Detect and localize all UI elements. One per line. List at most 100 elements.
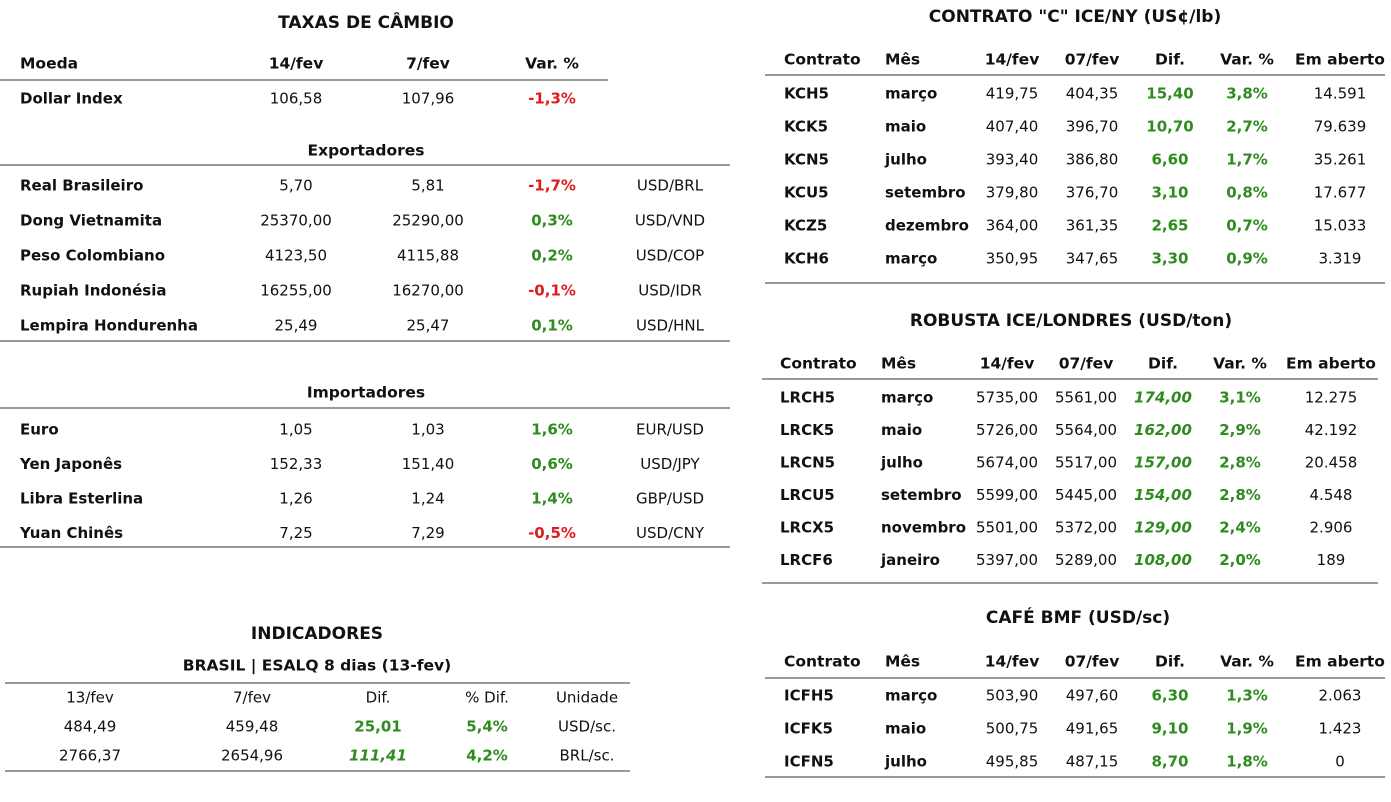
table-cell: 396,70 bbox=[1066, 118, 1119, 136]
table-cell: 2,4% bbox=[1219, 519, 1261, 537]
table-cell: 3.319 bbox=[1319, 250, 1362, 268]
table-cell: 0,2% bbox=[531, 247, 573, 265]
table-cell: 3,10 bbox=[1151, 184, 1188, 202]
table-header: Var. % bbox=[1213, 355, 1267, 373]
table-header: 7/fev bbox=[233, 689, 271, 707]
table-cell: 107,96 bbox=[402, 90, 455, 108]
group-title: Exportadores bbox=[308, 142, 425, 160]
table-cell: USD/CNY bbox=[636, 524, 705, 542]
table-header: Mês bbox=[885, 653, 920, 671]
table-cell: 35.261 bbox=[1314, 151, 1367, 169]
table-cell: 495,85 bbox=[986, 753, 1039, 771]
table-cell: março bbox=[885, 85, 937, 103]
table-cell: 111,41 bbox=[349, 747, 407, 765]
table-cell: 1,05 bbox=[279, 421, 312, 439]
table-cell: 17.677 bbox=[1314, 184, 1367, 202]
table-cell: 2,0% bbox=[1219, 551, 1261, 569]
table-cell: 347,65 bbox=[1066, 250, 1119, 268]
table-cell: 2.906 bbox=[1310, 519, 1353, 537]
table-cell: 361,35 bbox=[1066, 217, 1119, 235]
table-cell: maio bbox=[881, 421, 922, 439]
group-title: Importadores bbox=[307, 384, 425, 402]
table-cell: dezembro bbox=[885, 217, 969, 235]
table-cell: 106,58 bbox=[270, 90, 323, 108]
table-cell: -0,5% bbox=[528, 524, 576, 542]
table-cell: 2,9% bbox=[1219, 421, 1261, 439]
table-cell: 157,00 bbox=[1134, 454, 1192, 472]
table-header: Em aberto bbox=[1286, 355, 1376, 373]
table-cell: julho bbox=[880, 454, 923, 472]
table-cell: KCK5 bbox=[784, 118, 828, 136]
section-title: INDICADORES bbox=[251, 624, 383, 644]
table-cell: setembro bbox=[881, 486, 962, 504]
table-cell: Lempira Hondurenha bbox=[20, 317, 198, 335]
table-cell: 5445,00 bbox=[1055, 486, 1117, 504]
table-cell: 407,40 bbox=[986, 118, 1039, 136]
table-cell: 484,49 bbox=[64, 718, 117, 736]
table-cell: USD/IDR bbox=[638, 282, 702, 300]
table-cell: 379,80 bbox=[986, 184, 1039, 202]
table-cell: 1,24 bbox=[411, 490, 444, 508]
table-cell: 5397,00 bbox=[976, 551, 1038, 569]
table-cell: janeiro bbox=[880, 551, 940, 569]
table-cell: 79.639 bbox=[1314, 118, 1367, 136]
table-header: 07/fev bbox=[1065, 653, 1120, 671]
table-cell: 14.591 bbox=[1314, 85, 1367, 103]
table-header: 07/fev bbox=[1065, 51, 1120, 69]
table-header: 14/fev bbox=[980, 355, 1035, 373]
section-title: CONTRATO "C" ICE/NY (US¢/lb) bbox=[929, 7, 1221, 27]
table-cell: 16255,00 bbox=[260, 282, 332, 300]
table-cell: LRCK5 bbox=[780, 421, 834, 439]
table-cell: 6,30 bbox=[1151, 687, 1188, 705]
table-header: Unidade bbox=[556, 689, 618, 707]
table-cell: 2,8% bbox=[1219, 486, 1261, 504]
table-cell: 151,40 bbox=[402, 455, 455, 473]
table-cell: 162,00 bbox=[1134, 421, 1192, 439]
table-cell: 5726,00 bbox=[976, 421, 1038, 439]
section-title: TAXAS DE CÂMBIO bbox=[278, 11, 454, 33]
table-cell: 1,7% bbox=[1226, 151, 1268, 169]
table-cell: EUR/USD bbox=[636, 421, 704, 439]
table-cell: GBP/USD bbox=[636, 490, 704, 508]
table-cell: 20.458 bbox=[1305, 454, 1358, 472]
table-header: Dif. bbox=[1155, 653, 1185, 671]
table-cell: 25370,00 bbox=[260, 212, 332, 230]
table-cell: 5735,00 bbox=[976, 389, 1038, 407]
table-cell: 5561,00 bbox=[1055, 389, 1117, 407]
table-cell: 5674,00 bbox=[976, 454, 1038, 472]
table-cell: 15.033 bbox=[1314, 217, 1367, 235]
table-cell: 2,65 bbox=[1151, 217, 1188, 235]
table-header: Contrato bbox=[784, 653, 861, 671]
table-cell: 364,00 bbox=[986, 217, 1039, 235]
table-header: Contrato bbox=[784, 51, 861, 69]
table-cell: USD/HNL bbox=[636, 317, 705, 335]
table-cell: 4123,50 bbox=[265, 247, 327, 265]
table-cell: 2,7% bbox=[1226, 118, 1268, 136]
table-cell: BRL/sc. bbox=[560, 747, 615, 765]
table-header: Dif. bbox=[366, 689, 391, 707]
table-cell: KCZ5 bbox=[784, 217, 827, 235]
table-cell: USD/BRL bbox=[637, 177, 704, 195]
table-cell: 189 bbox=[1317, 551, 1346, 569]
table-cell: 1,3% bbox=[1226, 687, 1268, 705]
table-header: Dif. bbox=[1155, 51, 1185, 69]
table-cell: março bbox=[885, 687, 937, 705]
table-cell: 2.063 bbox=[1319, 687, 1362, 705]
table-header: 14/fev bbox=[985, 653, 1040, 671]
table-cell: 497,60 bbox=[1066, 687, 1119, 705]
table-cell: LRCN5 bbox=[780, 454, 835, 472]
table-cell: 7,29 bbox=[411, 524, 444, 542]
table-header: Var. % bbox=[1220, 51, 1274, 69]
table-cell: 4.548 bbox=[1310, 486, 1353, 504]
table-cell: ICFK5 bbox=[784, 720, 833, 738]
table-cell: 154,00 bbox=[1134, 486, 1192, 504]
table-header: 14/fev bbox=[985, 51, 1040, 69]
table-cell: 4115,88 bbox=[397, 247, 459, 265]
table-cell: KCH5 bbox=[784, 85, 829, 103]
table-cell: 487,15 bbox=[1066, 753, 1119, 771]
table-cell: Rupiah Indonésia bbox=[20, 282, 166, 300]
table-cell: maio bbox=[885, 720, 926, 738]
table-cell: setembro bbox=[885, 184, 966, 202]
table-cell: 5,4% bbox=[466, 718, 508, 736]
